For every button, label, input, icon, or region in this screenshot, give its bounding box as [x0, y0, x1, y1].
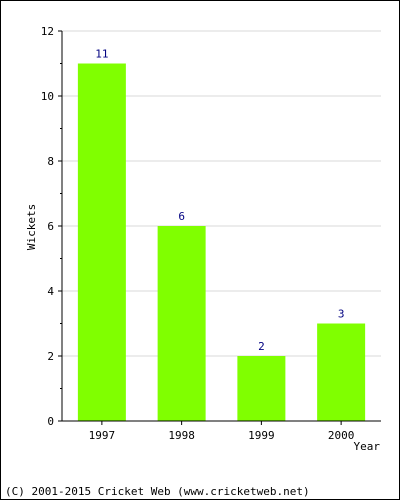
y-tick-label: 10	[41, 90, 54, 103]
y-tick-label: 12	[41, 25, 54, 38]
bar-1998	[157, 226, 206, 421]
bar-2000	[317, 323, 366, 421]
value-label-1998: 6	[178, 210, 185, 223]
y-tick-label: 4	[47, 285, 54, 298]
value-label-2000: 3	[338, 308, 345, 321]
copyright-footer: (C) 2001-2015 Cricket Web (www.cricketwe…	[5, 485, 310, 498]
y-axis-label: Wickets	[25, 204, 38, 250]
x-tick-label-2000: 2000	[328, 429, 355, 442]
bar-1997	[77, 63, 126, 421]
x-axis-label: Year	[354, 440, 381, 453]
x-tick-label-1997: 1997	[89, 429, 116, 442]
y-tick-label: 0	[47, 415, 54, 428]
value-labels: 11 6 2 3	[95, 48, 344, 354]
y-tick-label: 8	[47, 155, 54, 168]
value-label-1999: 2	[258, 340, 265, 353]
y-tick-label: 2	[47, 350, 54, 363]
y-tick-label: 6	[47, 220, 54, 233]
value-label-1997: 11	[95, 48, 108, 61]
x-tick-label-1999: 1999	[248, 429, 275, 442]
bar-1999	[237, 356, 286, 421]
bars	[77, 63, 366, 421]
x-tick-label-1998: 1998	[168, 429, 195, 442]
x-ticks: 1997 1998 1999 2000	[89, 421, 355, 442]
y-ticks: 0 2 4 6 8 10 12	[41, 25, 62, 428]
